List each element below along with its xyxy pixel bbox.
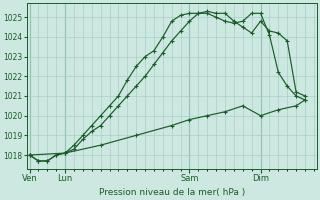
X-axis label: Pression niveau de la mer( hPa ): Pression niveau de la mer( hPa ) (99, 188, 245, 197)
